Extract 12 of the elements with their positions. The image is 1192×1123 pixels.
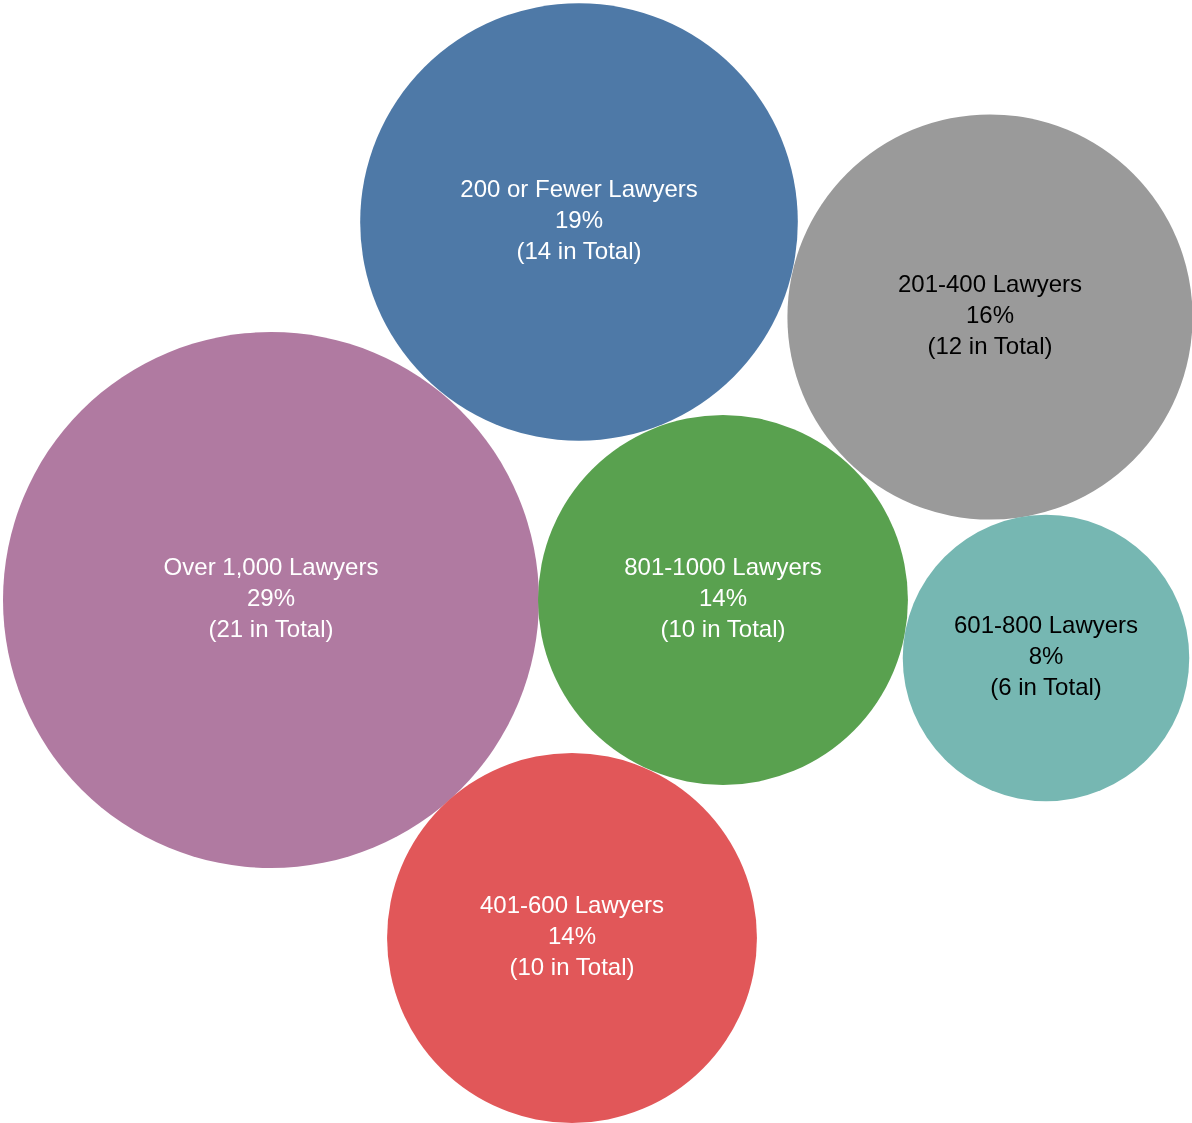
category-label: 801-1000 Lawyers (624, 553, 822, 581)
category-label: Over 1,000 Lawyers (163, 553, 379, 581)
category-label: 201-400 Lawyers (897, 270, 1083, 298)
category-label: 601-800 Lawyers (953, 611, 1139, 639)
data-label: 16% (12 in Total) (927, 301, 1053, 360)
data-label: 14% (10 in Total) (660, 584, 786, 643)
data-label: 29% (21 in Total) (208, 584, 334, 643)
data-label: 19% (14 in Total) (516, 206, 642, 265)
category-label: 401-600 Lawyers (479, 891, 665, 919)
category-label: 200 or Fewer Lawyers (460, 175, 698, 203)
data-label: 14% (10 in Total) (509, 922, 635, 981)
data-label: 8% (6 in Total) (990, 642, 1102, 701)
